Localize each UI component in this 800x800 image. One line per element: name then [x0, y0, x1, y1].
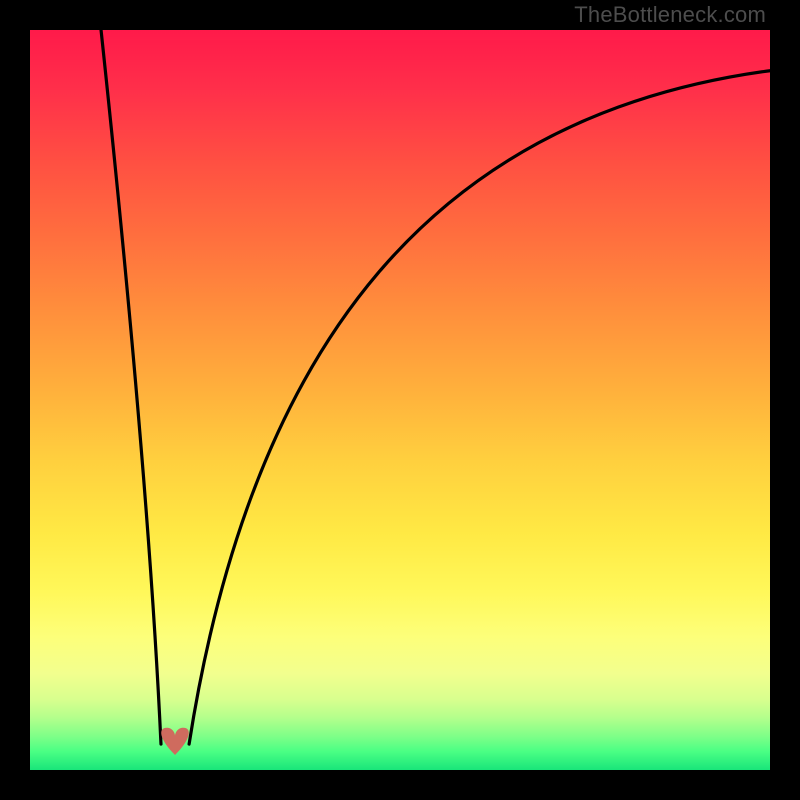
frame-right [770, 0, 800, 800]
watermark-text: TheBottleneck.com [574, 2, 766, 28]
bottleneck-chart [30, 30, 770, 770]
chart-background [30, 30, 770, 770]
frame-bottom [0, 770, 800, 800]
frame-left [0, 0, 30, 800]
